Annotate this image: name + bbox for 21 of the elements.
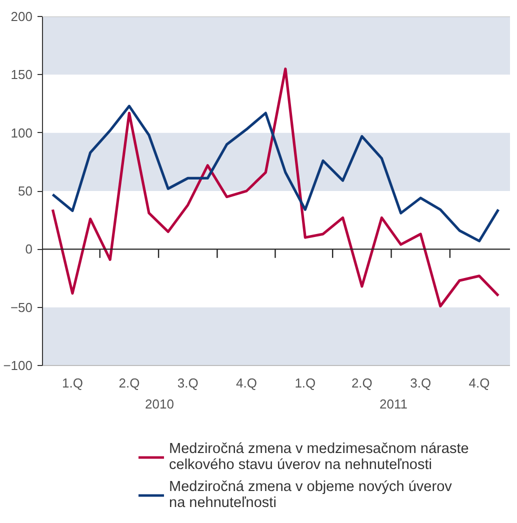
y-tick-label: 100: [10, 125, 33, 140]
legend-label: Medziročná zmena v objeme nových úverov na nehnuteľnosti: [169, 478, 452, 513]
line-series: [51, 104, 500, 242]
line-series: [51, 68, 500, 308]
text: 2011: [380, 396, 408, 412]
y-tick-label: 150: [10, 67, 33, 82]
x-tick-label: 3.Q: [177, 376, 198, 390]
text: 2010: [145, 396, 174, 412]
x-tick-label: 1.Q: [294, 376, 316, 390]
legend-label: Medziročná zmena v medzimesačnom náraste celkového stavu úverov na nehnuteľnosti: [169, 440, 469, 475]
x-tick-label: 4.Q: [236, 376, 258, 390]
y-tick-label: 50: [18, 184, 33, 198]
y-tick-label: 0: [25, 242, 33, 257]
y-tick-label: 200: [10, 9, 33, 24]
y-tick-label: −50: [10, 300, 33, 315]
x-tick-label: 2.Q: [118, 376, 140, 390]
x-tick-label: 3.Q: [410, 376, 432, 390]
x-tick-label: 4.Q: [468, 376, 490, 390]
y-tick-label: −100: [3, 358, 33, 373]
x-tick-label: 1.Q: [62, 376, 83, 390]
x-tick-label: 2.Q: [351, 376, 372, 390]
